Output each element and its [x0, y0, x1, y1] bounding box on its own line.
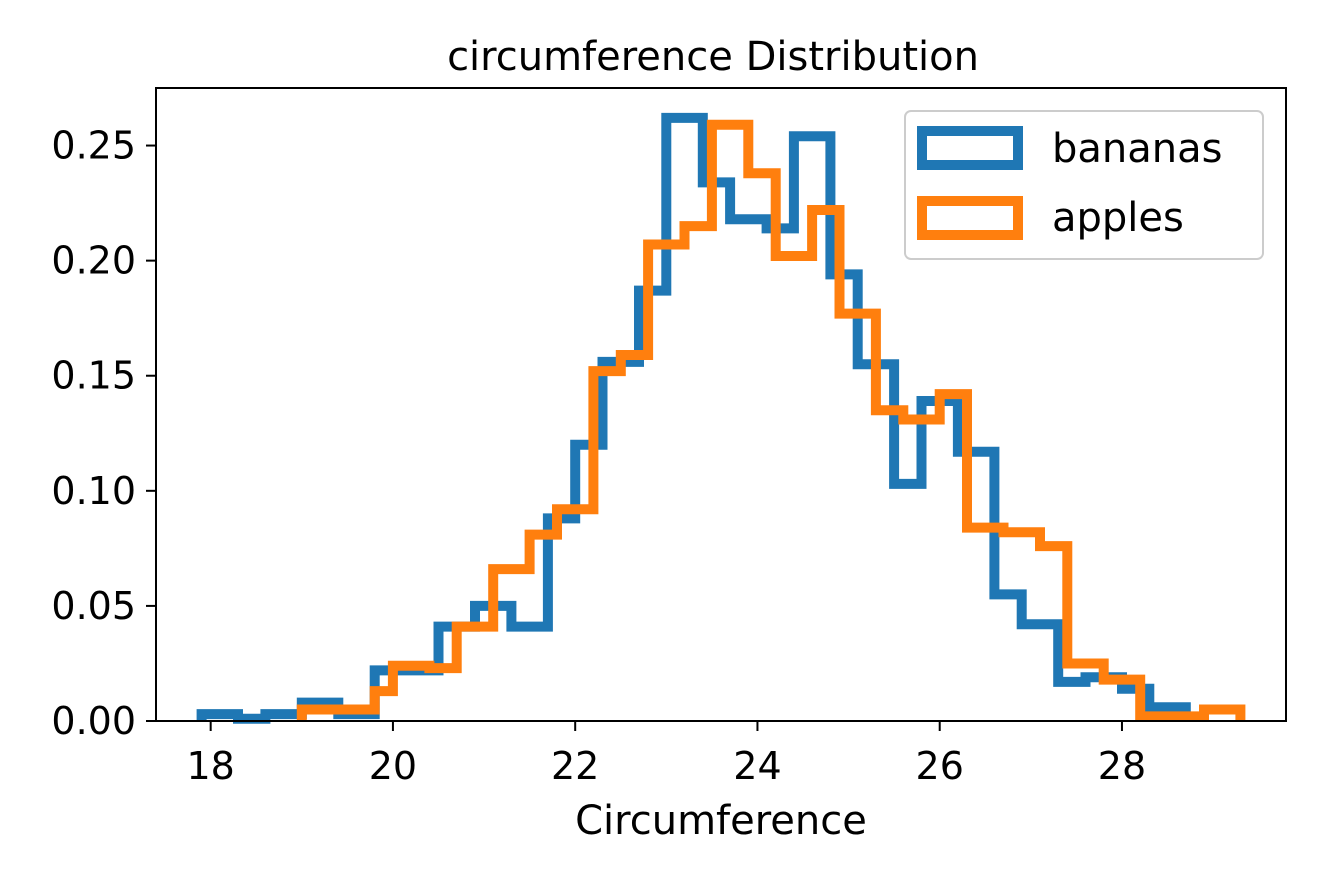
x-tick-label: 24: [733, 744, 781, 788]
x-axis: 18 20 22 24 26 28: [186, 721, 1146, 788]
legend-swatch-apples: [917, 196, 1023, 240]
y-tick-label: 0.15: [51, 354, 136, 398]
x-tick-label: 22: [551, 744, 599, 788]
legend-swatch-bananas: [917, 126, 1023, 170]
x-tick-label: 20: [369, 744, 417, 788]
legend-box: [904, 110, 1264, 260]
x-tick-label: 26: [916, 744, 964, 788]
x-tick-label: 28: [1098, 744, 1146, 788]
series-layer: [196, 112, 1246, 724]
y-tick-label: 0.10: [51, 469, 136, 513]
y-tick-label: 0.20: [51, 239, 136, 283]
chart-title: circumference Distribution: [447, 34, 979, 80]
plot-frame: [155, 87, 1287, 722]
legend: bananas apples: [904, 110, 1264, 260]
y-axis: 0.00 0.05 0.10 0.15 0.20 0.25: [51, 124, 156, 743]
series-apples-step: [296, 119, 1246, 722]
legend-label-apples: apples: [1052, 195, 1184, 241]
y-tick-label: 0.00: [51, 699, 136, 743]
y-tick-label: 0.05: [51, 584, 136, 628]
legend-label-bananas: bananas: [1052, 126, 1222, 172]
x-axis-label: Circumference: [575, 798, 867, 844]
x-tick-label: 18: [186, 744, 234, 788]
y-tick-label: 0.25: [51, 124, 136, 168]
